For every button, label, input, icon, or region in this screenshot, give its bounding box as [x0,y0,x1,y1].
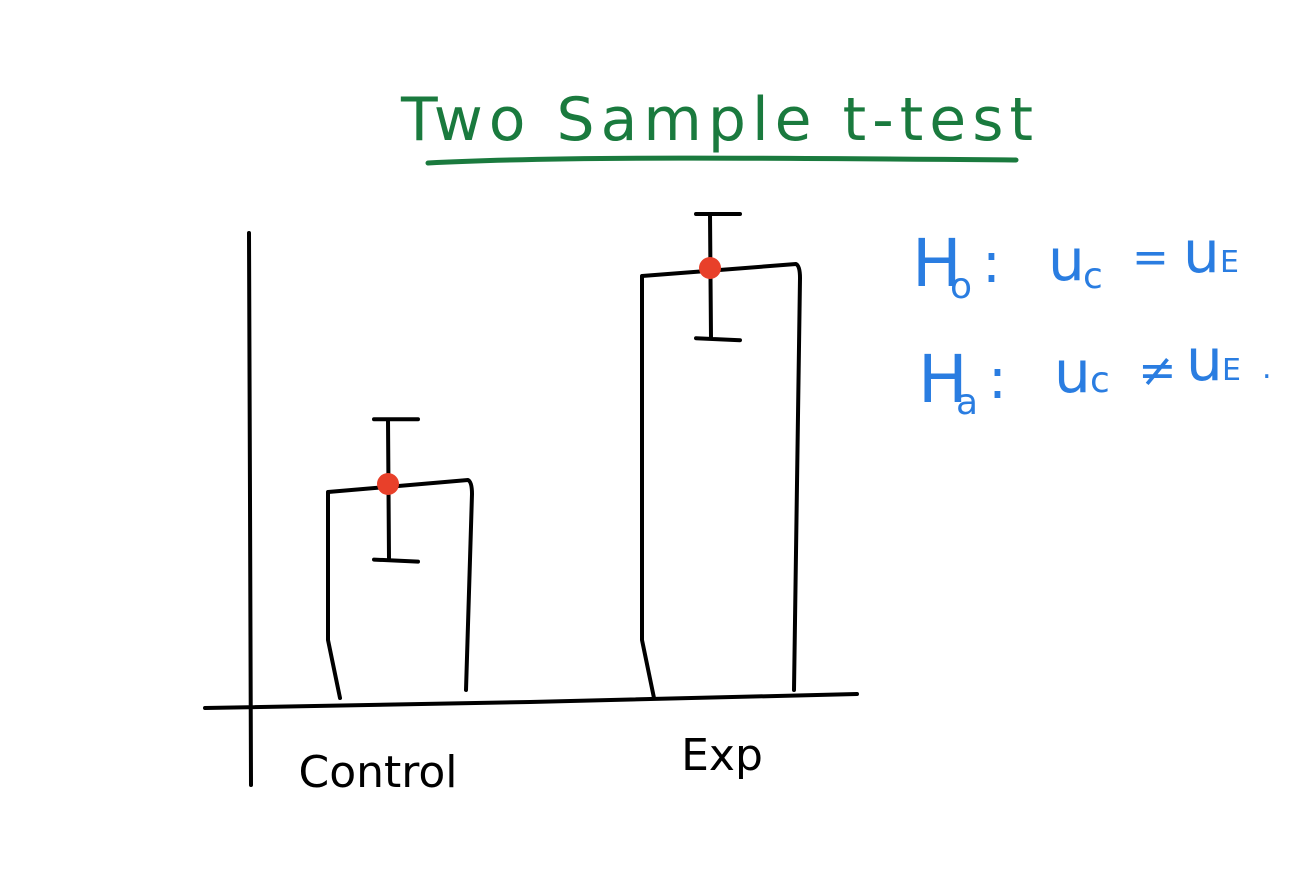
null-hypothesis-relation: = [1132,232,1169,283]
x-tick-label-exp: Exp [681,730,763,781]
null-hypothesis-lhs-sub: c [1083,256,1103,297]
null-hypothesis-lhs: u [1048,226,1085,294]
alt-hypothesis-lhs: u [1054,338,1091,406]
alt-hypothesis-h-sub: a [956,382,978,423]
null-hypothesis-rhs: u [1183,218,1220,286]
alt-hypothesis-relation: ≠ [1138,343,1177,397]
mean-marker-control [377,473,399,495]
x-axis [203,692,859,710]
null-hypothesis: H o : u c = u E [912,218,1239,307]
error-bar-exp [694,212,742,343]
null-hypothesis-h: H [912,225,962,302]
bar-control [326,478,474,700]
alt-hypothesis-rhs-sub: E [1222,353,1241,388]
alternative-hypothesis: H a : u c ≠ u E . [918,326,1272,423]
alt-hypothesis-lhs-sub: c [1090,360,1110,401]
y-axis [247,231,253,787]
mean-marker-exp [699,257,721,279]
alt-hypothesis-h: H [918,341,968,418]
title-underline [425,155,1019,166]
null-hypothesis-rhs-sub: E [1220,245,1239,280]
alt-hypothesis-colon: : [988,347,1007,412]
alt-hypothesis-end: . [1262,351,1272,386]
bar-layer [326,212,802,700]
alt-hypothesis-rhs: u [1186,326,1223,394]
null-hypothesis-h-sub: o [950,266,972,307]
x-tick-label-control: Control [298,747,457,798]
null-hypothesis-colon: : [982,231,1001,296]
chart-title: Two Sample t-test [400,85,1039,155]
bar-exp [640,262,802,700]
